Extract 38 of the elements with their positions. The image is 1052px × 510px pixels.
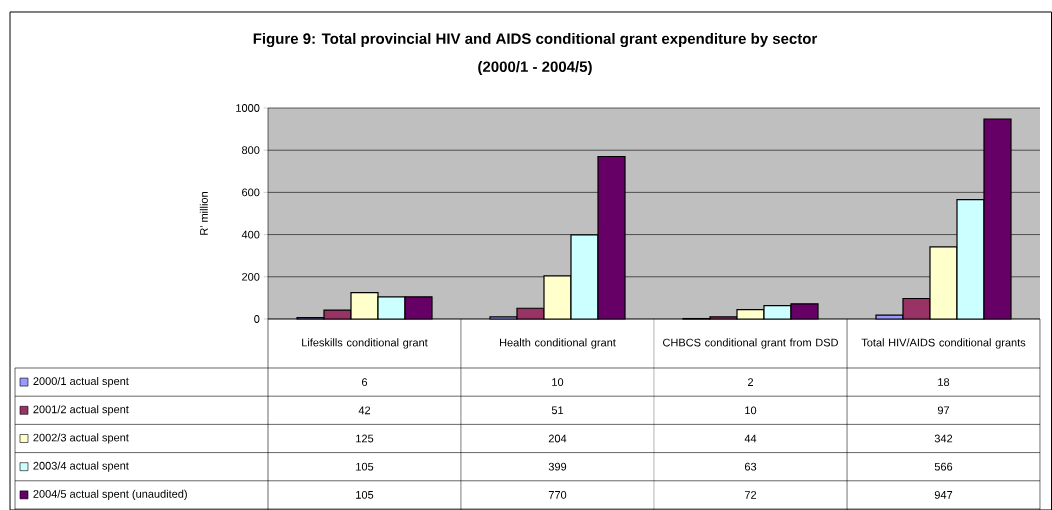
- legend-label: 2003/4 actual spent: [33, 461, 129, 472]
- x-tick-label: Total HIV/AIDS conditional grants: [861, 338, 1026, 349]
- data-label: 97: [937, 406, 950, 414]
- legend-label: 2004/5 actual spent (unaudited): [33, 489, 187, 500]
- data-label: 125: [356, 434, 374, 443]
- data-label: 770: [548, 490, 567, 499]
- chart-subtitle: (2000/1 - 2004/5): [478, 60, 592, 75]
- y-tick-label: 800: [241, 146, 260, 154]
- data-label: 10: [552, 377, 564, 386]
- y-tick-label: 0: [254, 314, 260, 323]
- data-label: 2: [747, 378, 754, 386]
- legend-label: 2002/3 actual spent: [33, 433, 129, 444]
- data-label: 566: [934, 462, 953, 471]
- data-label: 44: [744, 434, 757, 443]
- data-label: 63: [744, 462, 757, 471]
- data-label: 399: [548, 462, 567, 471]
- data-label: 105: [356, 490, 374, 499]
- x-tick-label: Health conditional grant: [500, 338, 616, 349]
- data-label: 51: [551, 406, 564, 414]
- chart-title: Figure 9: Total provincial HIV and AIDS conditional grant expenditure by sector: [253, 32, 818, 47]
- data-label: 6: [362, 377, 368, 386]
- legend-label: 2000/1 actual spent: [33, 376, 129, 387]
- data-label: 204: [548, 434, 567, 443]
- data-label: 947: [934, 490, 953, 499]
- data-label: 18: [938, 377, 950, 386]
- data-label: 105: [356, 462, 374, 471]
- y-tick-label: 200: [242, 272, 260, 281]
- legend-label: 2001/2 actual spent: [33, 404, 129, 416]
- x-tick-label: Lifeskills conditional grant: [302, 338, 428, 349]
- data-label: 72: [744, 490, 757, 499]
- data-label: 342: [934, 434, 953, 443]
- y-tick-label: 600: [242, 188, 260, 197]
- data-label: 10: [745, 406, 757, 414]
- data-label: 42: [358, 406, 371, 414]
- y-tick-label: 1000: [236, 103, 260, 112]
- x-tick-label: CHBCS conditional grant from DSD: [663, 338, 838, 349]
- y-tick-label: 400: [241, 230, 260, 239]
- y-axis-title: R' million: [199, 191, 208, 235]
